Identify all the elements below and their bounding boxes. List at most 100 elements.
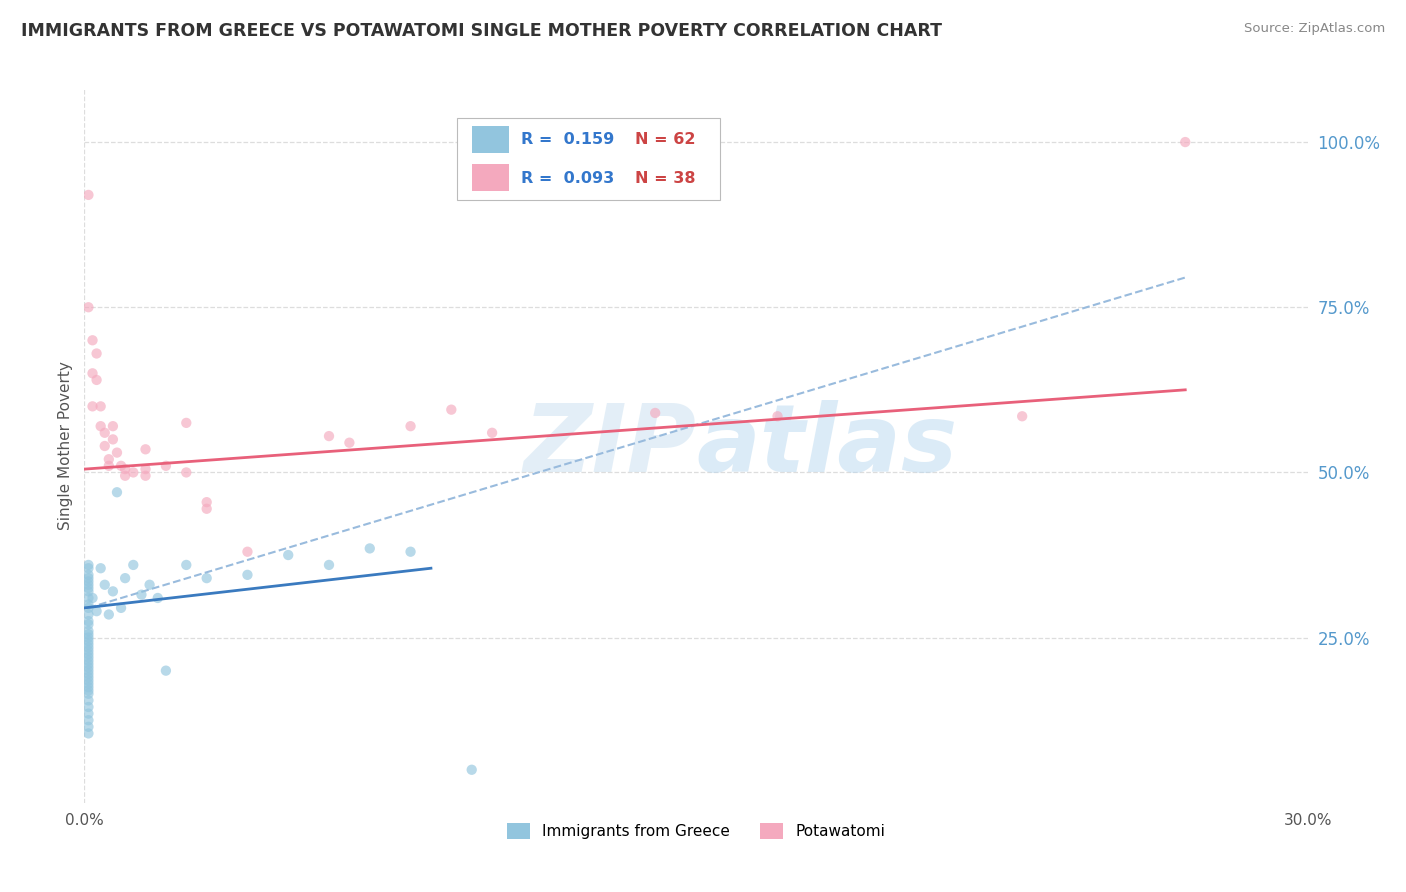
Point	[93, 425, 115, 440]
Point	[77, 706, 100, 721]
Point	[131, 588, 153, 602]
Point	[77, 647, 100, 661]
Point	[195, 501, 218, 516]
Point	[135, 442, 157, 457]
Point	[77, 654, 100, 668]
Point	[174, 466, 197, 480]
Point	[77, 567, 100, 582]
Point	[440, 402, 463, 417]
Point	[77, 591, 100, 605]
Point	[461, 763, 484, 777]
Point	[77, 584, 100, 599]
Point	[644, 406, 666, 420]
Point	[77, 574, 100, 589]
Point	[195, 571, 218, 585]
Point	[77, 726, 100, 740]
Point	[82, 333, 104, 347]
Point	[77, 660, 100, 674]
Point	[77, 637, 100, 651]
Point	[77, 683, 100, 698]
Text: IMMIGRANTS FROM GREECE VS POTAWATOMI SINGLE MOTHER POVERTY CORRELATION CHART: IMMIGRANTS FROM GREECE VS POTAWATOMI SIN…	[21, 22, 942, 40]
FancyBboxPatch shape	[457, 118, 720, 200]
Point	[122, 558, 145, 572]
Text: N = 38: N = 38	[636, 171, 696, 186]
Point	[155, 664, 177, 678]
Point	[174, 558, 197, 572]
Point	[77, 650, 100, 665]
Point	[359, 541, 381, 556]
Point	[77, 670, 100, 684]
Point	[77, 713, 100, 727]
Point	[77, 617, 100, 632]
Point	[86, 373, 108, 387]
Point	[1174, 135, 1197, 149]
Point	[77, 188, 100, 202]
Point	[86, 604, 108, 618]
Point	[77, 680, 100, 694]
Point	[77, 657, 100, 671]
Point	[77, 664, 100, 678]
Point	[236, 567, 259, 582]
Point	[155, 458, 177, 473]
Point	[114, 462, 136, 476]
Point	[77, 624, 100, 638]
Point	[146, 591, 169, 605]
Point	[90, 561, 112, 575]
Point	[97, 452, 120, 467]
Point	[77, 634, 100, 648]
Text: ZIP: ZIP	[523, 400, 696, 492]
Point	[77, 644, 100, 658]
Point	[86, 346, 108, 360]
Point	[77, 300, 100, 314]
Point	[90, 419, 112, 434]
Point	[82, 591, 104, 605]
Point	[110, 600, 132, 615]
Point	[77, 677, 100, 691]
Text: N = 62: N = 62	[636, 132, 696, 147]
Point	[77, 607, 100, 622]
Point	[236, 545, 259, 559]
Point	[101, 433, 124, 447]
Point	[318, 558, 340, 572]
Point	[105, 445, 128, 459]
Point	[77, 640, 100, 655]
Point	[77, 687, 100, 701]
Point	[77, 693, 100, 707]
Point	[90, 400, 112, 414]
Point	[339, 435, 361, 450]
Point	[138, 578, 160, 592]
Point	[97, 607, 120, 622]
FancyBboxPatch shape	[472, 127, 509, 153]
Point	[101, 584, 124, 599]
Point	[93, 578, 115, 592]
Point	[77, 631, 100, 645]
Text: atlas: atlas	[696, 400, 957, 492]
Point	[93, 439, 115, 453]
Point	[77, 598, 100, 612]
Point	[77, 600, 100, 615]
Point	[77, 571, 100, 585]
Point	[399, 419, 422, 434]
Point	[277, 548, 299, 562]
Point	[318, 429, 340, 443]
Point	[77, 673, 100, 688]
Point	[77, 561, 100, 575]
Point	[114, 468, 136, 483]
Text: Source: ZipAtlas.com: Source: ZipAtlas.com	[1244, 22, 1385, 36]
Point	[77, 581, 100, 595]
Point	[77, 720, 100, 734]
Point	[135, 462, 157, 476]
Point	[101, 419, 124, 434]
Text: R =  0.093: R = 0.093	[522, 171, 614, 186]
Point	[97, 458, 120, 473]
Point	[77, 578, 100, 592]
Point	[174, 416, 197, 430]
Point	[114, 571, 136, 585]
FancyBboxPatch shape	[472, 164, 509, 191]
Text: R =  0.159: R = 0.159	[522, 132, 614, 147]
Point	[82, 367, 104, 381]
Point	[195, 495, 218, 509]
Point	[77, 667, 100, 681]
Legend: Immigrants from Greece, Potawatomi: Immigrants from Greece, Potawatomi	[501, 817, 891, 845]
Point	[82, 400, 104, 414]
